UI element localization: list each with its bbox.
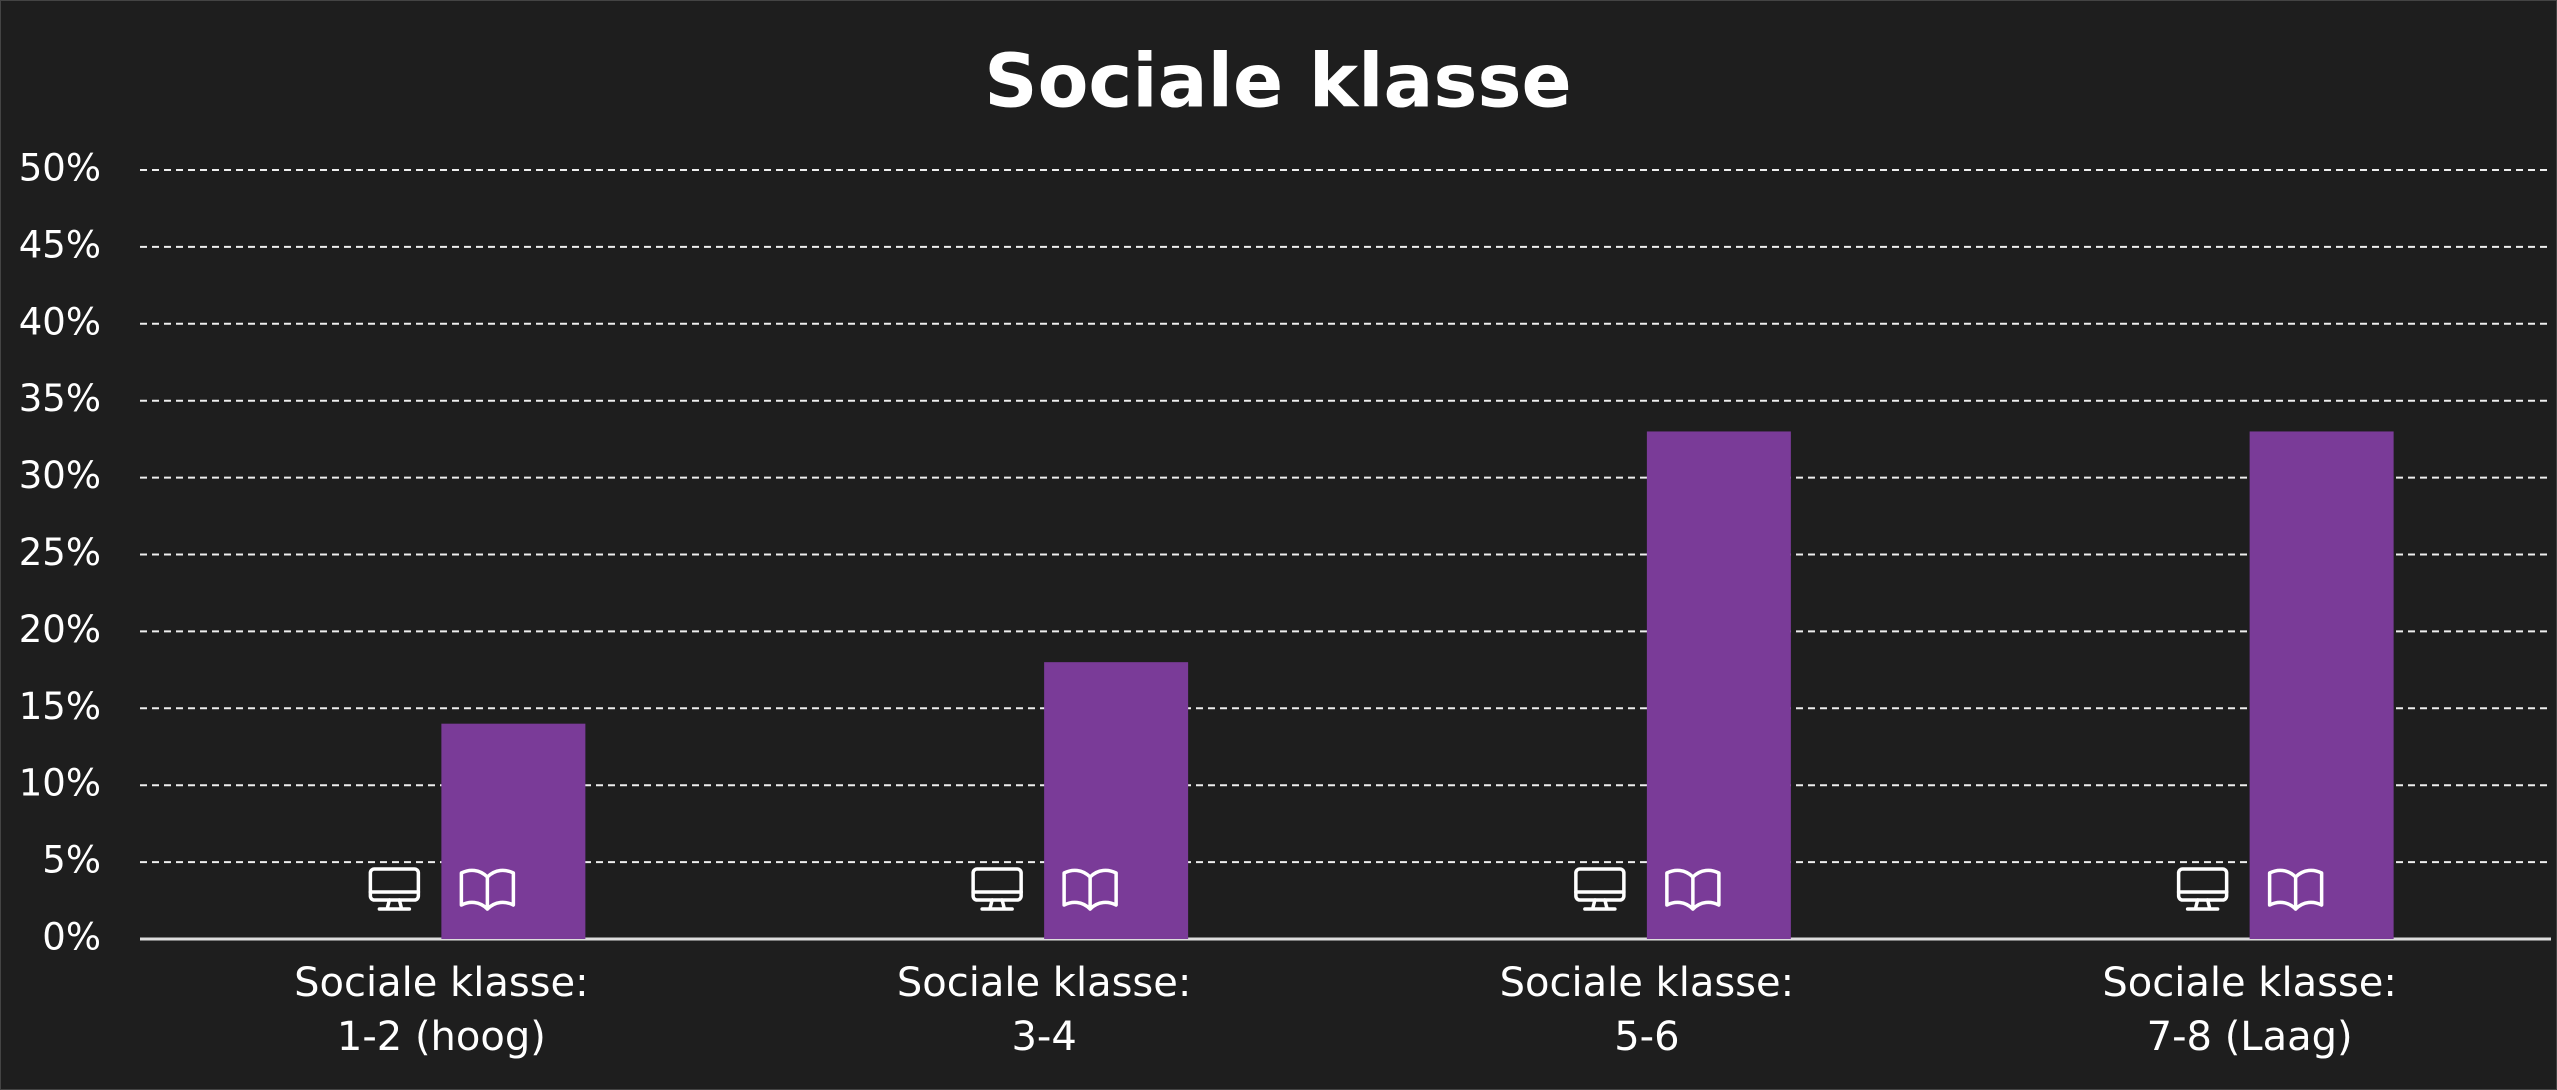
y-tick-label: 45% — [19, 223, 101, 266]
y-tick-label: 25% — [19, 531, 101, 574]
icons — [1574, 867, 1721, 911]
y-tick-label: 0% — [42, 916, 101, 959]
monitor-icon — [2185, 898, 2220, 911]
monitor-icon — [980, 898, 1014, 911]
y-tick-label: 5% — [42, 839, 101, 882]
x-tick-label: Sociale klasse: — [1500, 960, 1794, 1006]
book-icon — [2267, 868, 2324, 911]
x-tick-label: Sociale klasse: — [294, 960, 588, 1006]
monitor-icon — [2176, 867, 2229, 902]
bar — [2249, 431, 2394, 939]
monitor-icon — [1574, 867, 1626, 902]
icons — [971, 867, 1118, 911]
monitor-icon — [971, 867, 1023, 902]
book-icon — [1062, 868, 1118, 911]
chart-title: Sociale klasse — [984, 39, 1571, 125]
x-tick-label: 5-6 — [1614, 1014, 1679, 1060]
y-tick-label: 30% — [19, 454, 101, 497]
monitor-icon — [368, 867, 421, 902]
y-tick-label: 40% — [19, 300, 101, 343]
x-tick-label: 3-4 — [1011, 1014, 1076, 1060]
book-icon — [1665, 868, 1721, 911]
y-tick-label: 15% — [19, 685, 101, 728]
y-tick-label: 20% — [19, 608, 101, 651]
icons — [368, 867, 516, 911]
y-tick-label: 35% — [19, 377, 101, 420]
monitor-icon — [377, 898, 412, 911]
bar — [1646, 431, 1791, 939]
icons — [2176, 867, 2324, 911]
x-tick-label: 7-8 (Laag) — [2147, 1014, 2353, 1060]
book-icon — [459, 868, 516, 911]
x-tick-label: Sociale klasse: — [2102, 960, 2396, 1006]
y-tick-label: 50% — [19, 147, 101, 190]
x-tick-label: 1-2 (hoog) — [337, 1014, 546, 1060]
monitor-icon — [1583, 898, 1617, 911]
x-tick-label: Sociale klasse: — [897, 960, 1191, 1006]
y-tick-label: 10% — [19, 762, 101, 805]
